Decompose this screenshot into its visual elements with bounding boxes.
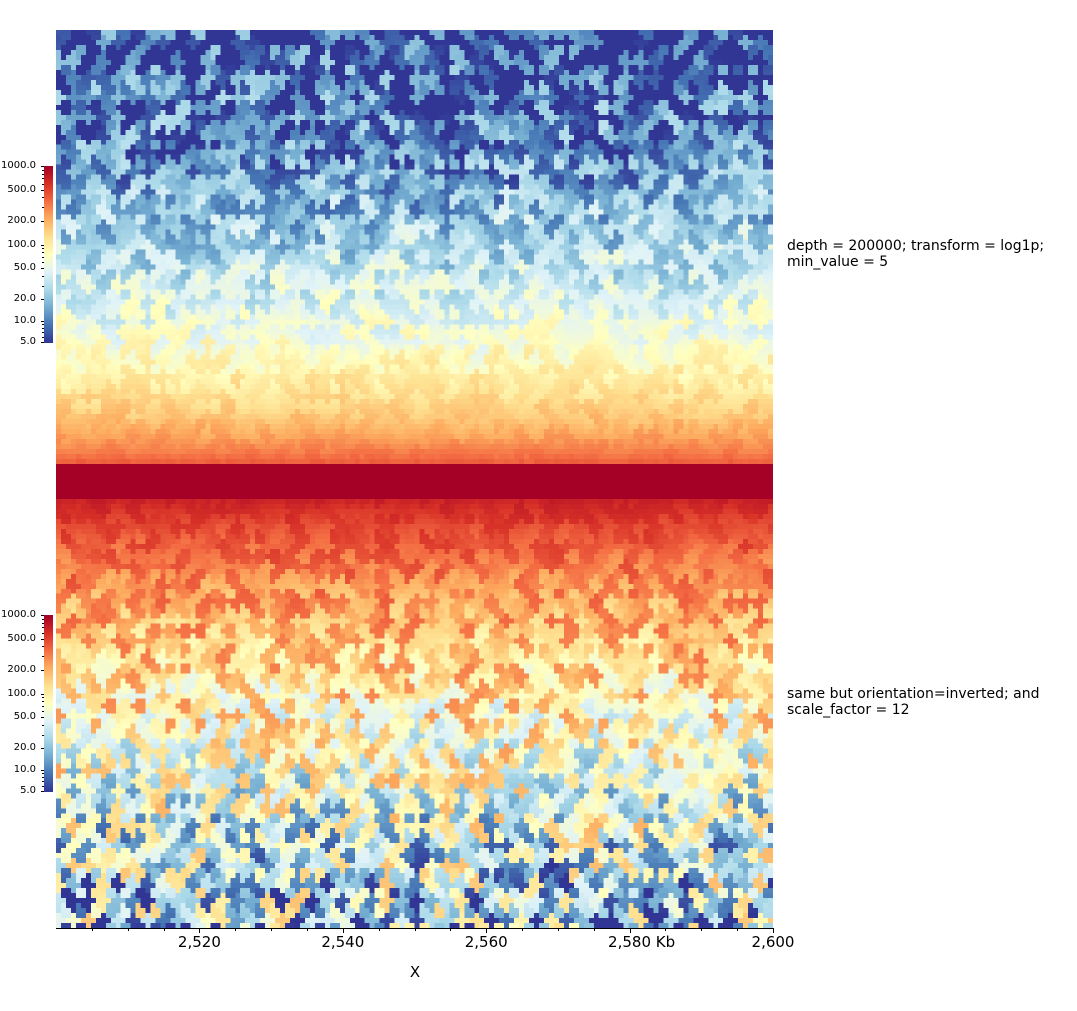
colorbar-tick-label: 100.0 <box>7 238 36 250</box>
colorbar-minor-tick <box>42 178 44 180</box>
x-tick <box>773 928 774 933</box>
colorbar-minor-tick <box>42 173 44 175</box>
x-minor-tick <box>414 928 416 931</box>
colorbar-bottom-ticks: 1000.0 500.0 200.0 100.0 50.0 20.0 10.0 5.0 <box>0 0 44 796</box>
x-axis-title: X <box>409 963 421 981</box>
colorbar-tick <box>41 189 44 191</box>
colorbar-minor-tick <box>42 197 44 199</box>
colorbar-tick <box>41 342 44 343</box>
colorbar-minor-tick <box>42 697 44 699</box>
colorbar-top-ticks: 1000.0 500.0 200.0 100.0 50.0 20.0 10.0 5.0 <box>0 0 44 347</box>
x-tick-label: 2,600 <box>751 933 795 951</box>
x-minor-tick <box>127 928 129 931</box>
colorbar-minor-tick <box>42 332 44 334</box>
track-label-top: depth = 200000; transform = log1p; min_v… <box>787 238 1045 270</box>
colorbar-minor-tick <box>42 207 44 209</box>
colorbar-minor-tick <box>42 183 44 185</box>
colorbar-minor-tick <box>42 262 44 264</box>
colorbar-tick-label: 50.0 <box>13 711 36 723</box>
colorbar-top <box>44 166 53 343</box>
x-tick <box>486 928 488 933</box>
colorbar-tick <box>41 268 44 270</box>
colorbar-minor-tick <box>42 646 44 648</box>
x-minor-tick <box>701 928 703 931</box>
colorbar-tick <box>41 166 44 167</box>
colorbar-tick-label: 20.0 <box>13 741 36 753</box>
colorbar-minor-tick <box>42 706 44 707</box>
colorbar-tick-label: 200.0 <box>7 215 36 227</box>
x-minor-tick <box>665 928 667 931</box>
colorbar-minor-tick <box>42 724 44 726</box>
colorbar-minor-tick <box>42 252 44 254</box>
colorbar-tick <box>41 747 44 749</box>
x-minor-tick <box>450 928 452 931</box>
colorbar-minor-tick <box>42 627 44 629</box>
x-minor-tick <box>378 928 380 931</box>
colorbar-minor-tick <box>42 324 44 326</box>
colorbar-tick-label: 200.0 <box>7 664 36 676</box>
colorbar-minor-tick <box>42 248 44 250</box>
x-tick-label: 2,520 <box>177 933 221 951</box>
colorbar-tick <box>41 770 44 772</box>
colorbar-bottom <box>44 615 53 792</box>
colorbar-minor-tick <box>42 781 44 783</box>
colorbar-minor-tick <box>42 701 44 703</box>
colorbar-minor-tick <box>42 711 44 713</box>
colorbar-minor-tick <box>42 785 44 787</box>
colorbar-minor-tick <box>42 328 44 330</box>
x-minor-tick <box>163 928 165 931</box>
track-label-bottom: same but orientation=inverted; and scale… <box>787 686 1040 718</box>
colorbar-minor-tick <box>42 257 44 258</box>
colorbar-minor-tick <box>42 618 44 620</box>
colorbar-tick-label: 20.0 <box>13 292 36 304</box>
x-tick-label: 2,560 <box>464 933 508 951</box>
x-minor-tick <box>522 928 524 931</box>
colorbar-minor-tick <box>42 285 44 287</box>
x-minor-tick <box>737 928 739 931</box>
colorbar-tick-label: 5.0 <box>20 785 36 796</box>
colorbar-tick-label: 5.0 <box>20 336 36 347</box>
colorbar-tick-label: 50.0 <box>13 262 36 274</box>
x-tick-label: 2,540 <box>321 933 365 951</box>
colorbar-tick-label: 500.0 <box>7 632 36 644</box>
colorbar-minor-tick <box>42 336 44 338</box>
colorbar-minor-tick <box>42 169 44 171</box>
x-tick <box>199 928 201 933</box>
colorbar-tick-label: 1000.0 <box>1 160 36 171</box>
colorbar-tick <box>41 221 44 223</box>
colorbar-tick <box>41 638 44 640</box>
x-minor-tick <box>235 928 237 931</box>
colorbar-tick-label: 10.0 <box>13 315 36 327</box>
colorbar-tick-label: 500.0 <box>7 183 36 195</box>
colorbar-minor-tick <box>42 773 44 775</box>
colorbar-tick <box>41 717 44 719</box>
colorbar-tick <box>41 791 44 792</box>
colorbar-tick <box>41 321 44 323</box>
x-minor-tick <box>557 928 559 931</box>
hic-heatmap <box>56 30 773 928</box>
colorbar-tick <box>41 298 44 300</box>
colorbar-minor-tick <box>42 622 44 624</box>
colorbar-tick-label: 10.0 <box>13 764 36 776</box>
colorbar-tick <box>41 615 44 616</box>
colorbar-tick-label: 100.0 <box>7 687 36 699</box>
x-minor-tick <box>593 928 595 931</box>
x-tick <box>629 928 631 933</box>
x-minor-tick <box>306 928 308 931</box>
colorbar-minor-tick <box>42 275 44 277</box>
x-tick-label: 2,580 Kb <box>608 933 676 951</box>
x-minor-tick <box>271 928 273 931</box>
x-minor-tick <box>91 928 93 931</box>
colorbar-minor-tick <box>42 734 44 736</box>
colorbar-tick <box>41 693 44 695</box>
colorbar-minor-tick <box>42 656 44 658</box>
x-tick <box>342 928 344 933</box>
colorbar-minor-tick <box>42 632 44 634</box>
colorbar-tick-label: 1000.0 <box>1 609 36 620</box>
colorbar-minor-tick <box>42 777 44 779</box>
colorbar-tick <box>41 244 44 246</box>
colorbar-tick <box>41 670 44 672</box>
